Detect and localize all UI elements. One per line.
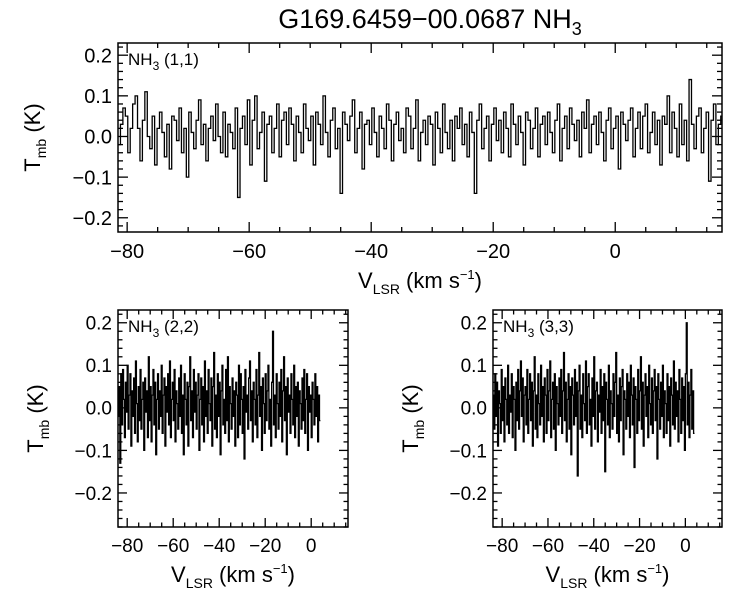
- y-tick-label: −0.2: [74, 484, 112, 505]
- transition-label: NH3 (3,3): [503, 317, 574, 340]
- x-axis-label: VLSR (km s−1): [358, 267, 482, 297]
- x-tick-label: 0: [306, 536, 317, 557]
- y-tick-label: 0.1: [461, 356, 487, 377]
- x-axis-label: VLSR (km s−1): [171, 561, 295, 591]
- panels-group: −80 −60 −40 −20 0 −0.2 −0.1 0.0 0.1 0.2 VLSR (km s…: [20, 42, 723, 591]
- y-tick-label: 0.2: [86, 314, 112, 335]
- spectrum-panel-3: −80 −60 −40 −20 0 −0.2 −0.1 0.0 0.1 0.2 VLSR (km s…: [398, 309, 723, 591]
- y-tick-label: 0.2: [84, 45, 112, 67]
- x-axis-label: VLSR (km s−1): [546, 561, 670, 591]
- x-tick-label: −20: [249, 536, 281, 557]
- y-tick-label: 0.1: [86, 356, 112, 377]
- y-tick-label: 0.0: [461, 399, 487, 420]
- x-tick-label: 0: [680, 536, 691, 557]
- plot-frame: [117, 309, 349, 528]
- x-tick-label: −60: [157, 536, 189, 557]
- spectrum-panel-2: −80 −60 −40 −20 0 −0.2 −0.1 0.0 0.1 0.2 VLSR (km s…: [23, 309, 349, 591]
- x-tick-label: 0: [610, 241, 621, 263]
- x-tick-label: −60: [232, 241, 266, 263]
- y-tick-label: 0.2: [461, 314, 487, 335]
- y-tick-label: −0.1: [449, 441, 487, 462]
- transition-label: NH3 (1,1): [128, 50, 199, 73]
- y-axis-label: Tmb (K): [23, 384, 52, 452]
- x-tick-label: −80: [110, 241, 144, 263]
- y-axis-label: Tmb (K): [398, 384, 427, 452]
- plot-frame: [492, 309, 723, 528]
- spectrum-line: [118, 78, 722, 199]
- x-tick-label: −20: [623, 536, 655, 557]
- y-tick-label: 0.1: [84, 86, 112, 108]
- spectrum-line: [493, 322, 695, 477]
- spectrum-panel-1: −80 −60 −40 −20 0 −0.2 −0.1 0.0 0.1 0.2 VLSR (km s…: [20, 42, 723, 297]
- spectrum-line: [118, 330, 321, 464]
- y-tick-label: −0.2: [449, 484, 487, 505]
- y-tick-label: −0.1: [74, 441, 112, 462]
- y-axis-label: Tmb (K): [20, 103, 49, 171]
- y-tick-label: −0.1: [73, 167, 112, 189]
- x-tick-label: −40: [203, 536, 235, 557]
- y-tick-label: 0.0: [84, 127, 112, 149]
- y-tick-label: −0.2: [73, 208, 112, 230]
- figure-title: G169.6459−00.0687 NH3: [278, 4, 582, 39]
- plot-frame: [117, 42, 723, 233]
- x-tick-label: −40: [354, 241, 388, 263]
- x-tick-label: −20: [476, 241, 510, 263]
- x-tick-label: −80: [486, 536, 518, 557]
- y-tick-label: 0.0: [86, 399, 112, 420]
- transition-label: NH3 (2,2): [128, 317, 199, 340]
- x-tick-label: −80: [111, 536, 143, 557]
- x-tick-label: −40: [578, 536, 610, 557]
- x-tick-label: −60: [532, 536, 564, 557]
